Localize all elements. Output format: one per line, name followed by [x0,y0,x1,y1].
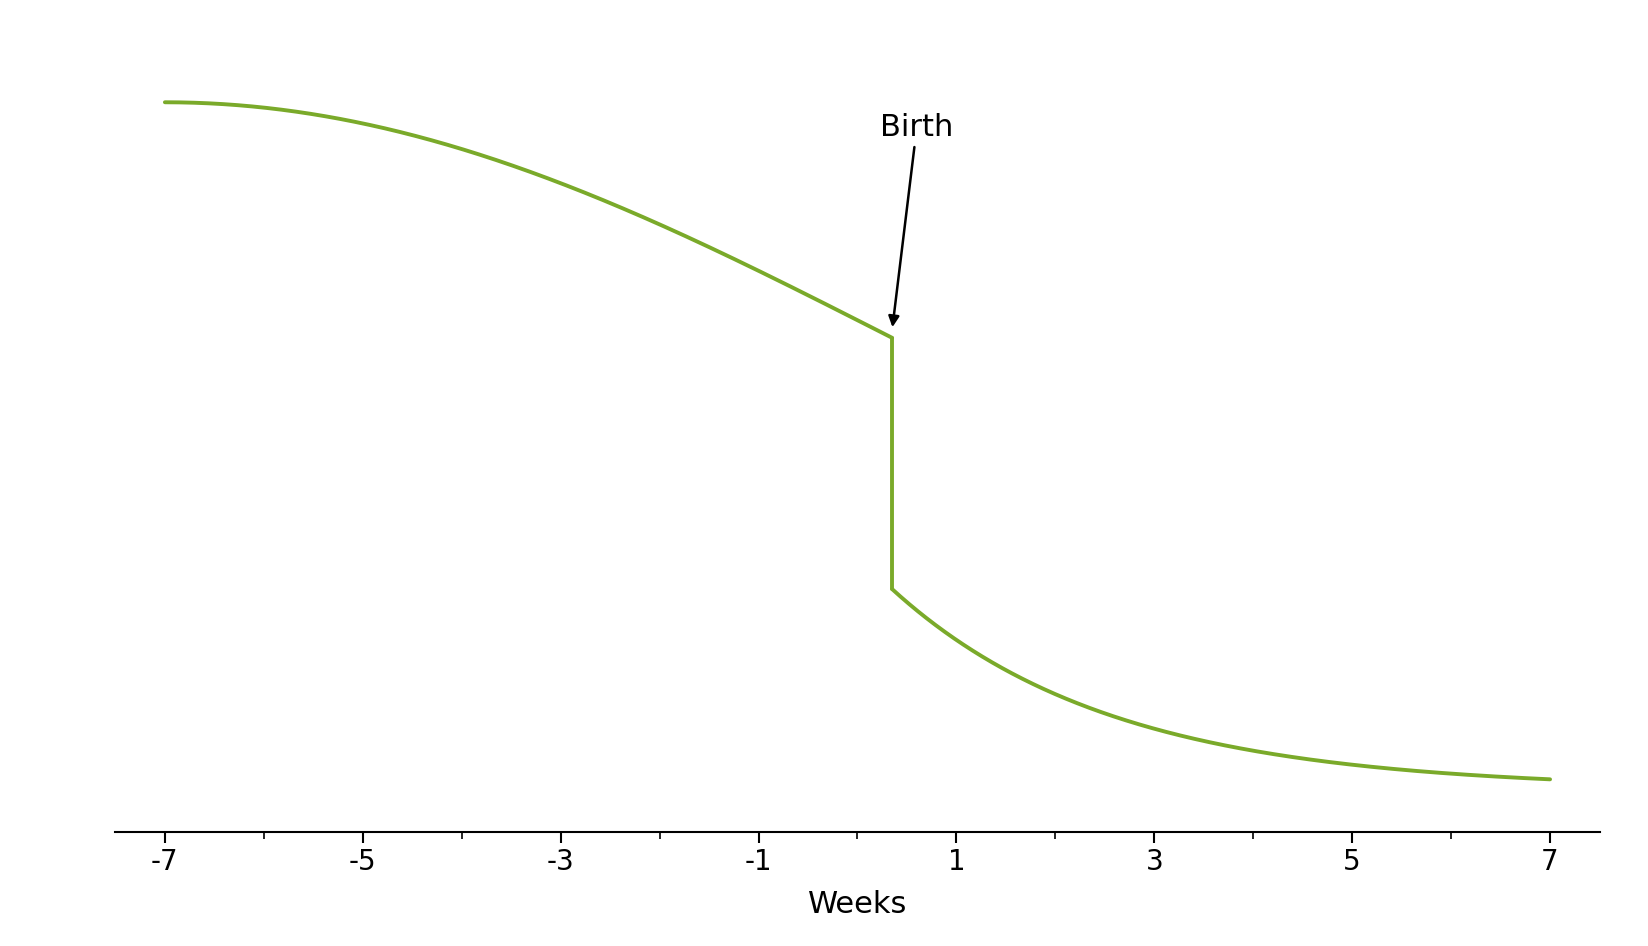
Text: Birth: Birth [880,113,953,324]
X-axis label: Weeks: Weeks [808,890,906,920]
